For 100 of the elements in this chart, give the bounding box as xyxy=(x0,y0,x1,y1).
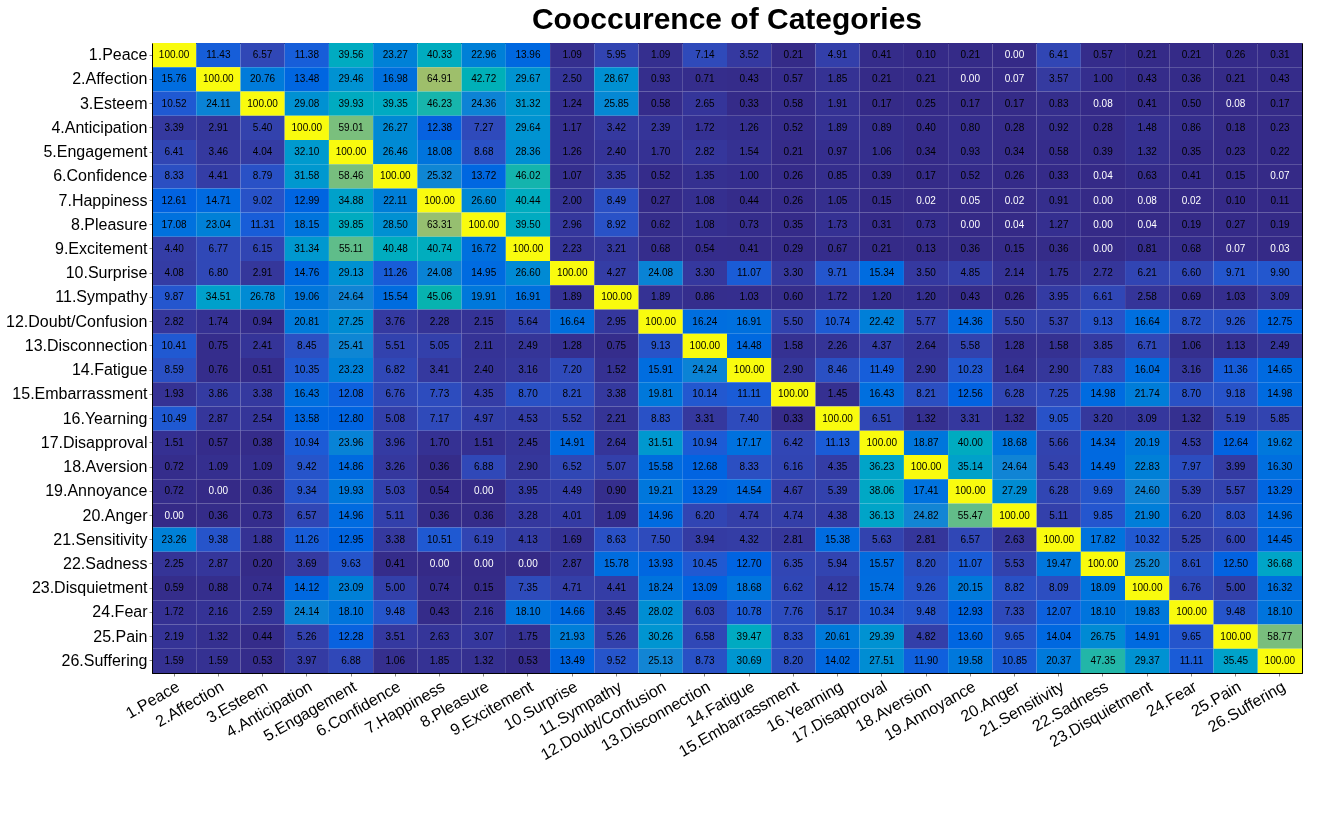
data-label: 0.35 xyxy=(783,218,804,230)
data-label: 11.26 xyxy=(294,533,320,545)
data-label: 7.17 xyxy=(429,412,450,424)
data-label: 31.32 xyxy=(515,97,541,109)
data-label: 5.43 xyxy=(1049,461,1069,473)
data-label: 5.50 xyxy=(783,315,804,327)
data-label: 4.41 xyxy=(606,582,627,594)
y-tick-label: 8.Pleasure xyxy=(71,215,148,233)
data-label: 20.81 xyxy=(294,315,320,327)
data-label: 12.70 xyxy=(736,557,763,569)
data-label: 4.82 xyxy=(916,630,937,642)
data-label: 8.79 xyxy=(252,170,273,182)
data-label: 10.23 xyxy=(957,364,984,376)
data-label: 3.09 xyxy=(1137,412,1158,424)
data-label: 16.98 xyxy=(382,73,409,85)
data-label: 6.28 xyxy=(1049,485,1069,497)
data-label: 0.57 xyxy=(208,436,229,448)
data-label: 23.96 xyxy=(338,436,364,448)
data-label: 12.95 xyxy=(338,533,364,545)
data-label: 18.10 xyxy=(338,606,364,618)
data-label: 5.85 xyxy=(1270,412,1291,424)
data-label: 1.89 xyxy=(562,291,583,303)
data-label: 2.49 xyxy=(518,339,539,351)
data-label: 0.00 xyxy=(164,509,185,521)
data-label: 1.58 xyxy=(1049,339,1069,351)
data-label: 0.00 xyxy=(429,557,450,569)
data-label: 18.10 xyxy=(1267,606,1293,618)
data-label: 1.32 xyxy=(1004,412,1025,424)
data-label: 64.91 xyxy=(426,73,453,85)
data-label: 0.04 xyxy=(1004,218,1025,230)
data-label: 0.36 xyxy=(474,509,494,521)
data-label: 14.96 xyxy=(1267,509,1293,521)
data-label: 14.04 xyxy=(1046,630,1072,642)
data-label: 9.71 xyxy=(827,267,848,279)
data-label: 0.94 xyxy=(252,315,273,327)
y-tick-label: 4.Anticipation xyxy=(51,118,148,136)
data-label: 0.00 xyxy=(474,485,494,497)
data-label: 5.25 xyxy=(1181,533,1202,545)
data-label: 8.61 xyxy=(1181,557,1202,569)
y-tick-label: 6.Confidence xyxy=(53,167,148,185)
data-label: 35.14 xyxy=(957,461,984,473)
data-label: 0.73 xyxy=(916,218,937,230)
data-label: 0.05 xyxy=(960,194,981,206)
data-label: 1.69 xyxy=(562,533,583,545)
data-label: 35.45 xyxy=(1223,654,1249,666)
data-label: 0.36 xyxy=(429,509,450,521)
data-label: 9.65 xyxy=(1004,630,1025,642)
data-label: 30.69 xyxy=(736,654,763,666)
data-label: 26.60 xyxy=(471,194,497,206)
data-label: 28.50 xyxy=(382,218,409,230)
data-label: 1.20 xyxy=(916,291,937,303)
data-label: 13.49 xyxy=(559,654,586,666)
y-tick-label: 19.Annoyance xyxy=(45,482,148,500)
data-label: 14.76 xyxy=(294,267,320,279)
data-label: 25.85 xyxy=(603,97,630,109)
data-label: 3.35 xyxy=(606,170,627,182)
data-label: 13.60 xyxy=(957,630,984,642)
data-label: 0.91 xyxy=(1049,194,1069,206)
data-label: 1.64 xyxy=(1004,364,1025,376)
y-tick-label: 15.Embarrassment xyxy=(12,385,149,403)
data-label: 6.80 xyxy=(208,267,229,279)
data-label: 0.34 xyxy=(916,146,937,158)
data-label: 7.27 xyxy=(474,121,494,133)
data-label: 3.39 xyxy=(164,121,185,133)
data-label: 0.67 xyxy=(827,242,848,254)
data-label: 25.20 xyxy=(1134,557,1161,569)
data-label: 34.51 xyxy=(205,291,232,303)
data-label: 0.20 xyxy=(252,557,273,569)
data-label: 14.12 xyxy=(294,582,320,594)
data-label: 29.67 xyxy=(515,73,541,85)
data-label: 30.26 xyxy=(648,630,674,642)
data-label: 0.52 xyxy=(650,170,671,182)
data-label: 9.26 xyxy=(916,582,937,594)
data-label: 3.57 xyxy=(1049,73,1069,85)
data-label: 100.00 xyxy=(645,315,677,327)
data-label: 5.17 xyxy=(827,606,848,618)
data-label: 1.45 xyxy=(827,388,848,400)
y-tick-label: 25.Pain xyxy=(93,627,148,645)
data-label: 0.74 xyxy=(429,582,450,594)
data-label: 2.14 xyxy=(1004,267,1025,279)
data-label: 2.54 xyxy=(252,412,273,424)
data-label: 100.00 xyxy=(778,388,810,400)
data-label: 16.72 xyxy=(471,242,497,254)
data-label: 3.16 xyxy=(1181,364,1202,376)
data-label: 9.34 xyxy=(297,485,317,497)
data-label: 55.11 xyxy=(338,242,364,254)
data-label: 8.33 xyxy=(783,630,804,642)
data-label: 18.15 xyxy=(294,218,320,230)
data-label: 7.20 xyxy=(562,364,583,376)
data-label: 8.46 xyxy=(827,364,848,376)
data-label: 31.34 xyxy=(294,242,320,254)
data-label: 1.32 xyxy=(1181,412,1202,424)
data-label: 8.92 xyxy=(606,218,627,230)
data-label: 7.14 xyxy=(695,49,716,61)
data-label: 10.94 xyxy=(692,436,718,448)
data-label: 8.70 xyxy=(1181,388,1202,400)
data-label: 0.71 xyxy=(695,73,716,85)
data-label: 0.51 xyxy=(252,364,273,376)
data-label: 8.33 xyxy=(739,461,760,473)
data-label: 8.21 xyxy=(562,388,583,400)
